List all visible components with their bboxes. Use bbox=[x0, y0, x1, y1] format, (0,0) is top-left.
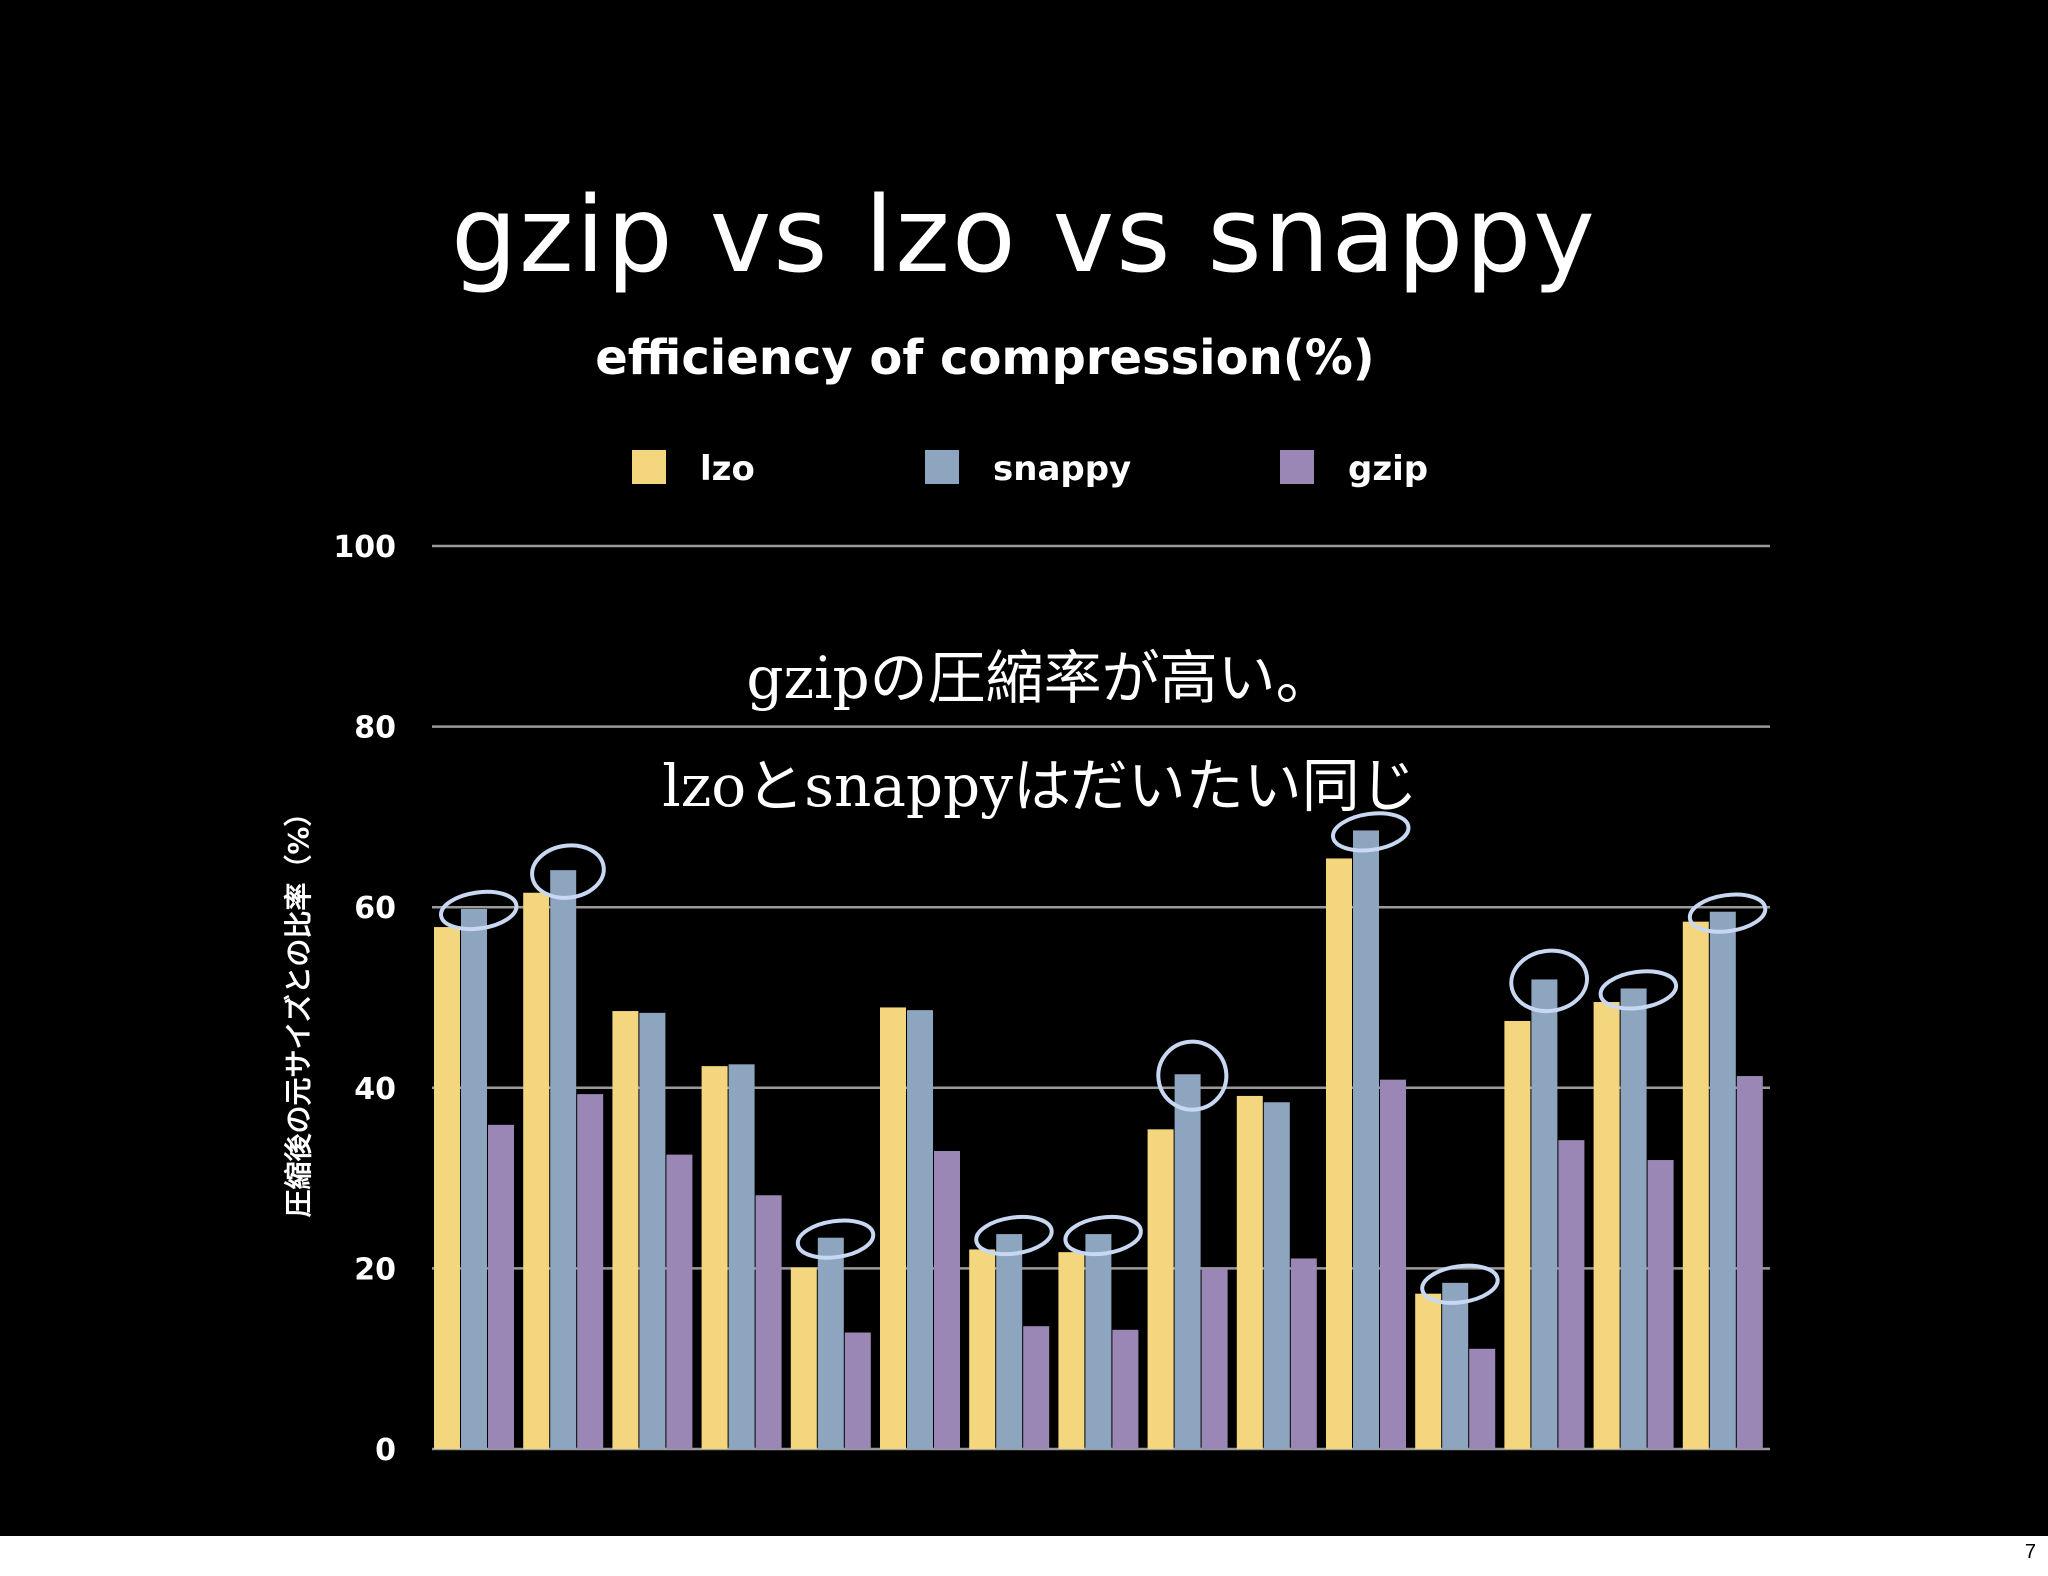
bar-gzip bbox=[755, 1195, 782, 1449]
bar-lzo bbox=[434, 927, 460, 1449]
bar-lzo bbox=[612, 1011, 639, 1449]
bar-lzo bbox=[1682, 921, 1709, 1449]
legend-swatch-gzip bbox=[1280, 450, 1314, 484]
highlight-circle bbox=[1420, 1263, 1500, 1305]
bar-lzo bbox=[1147, 1129, 1174, 1449]
bar-snappy bbox=[1442, 1282, 1469, 1449]
bar-snappy bbox=[1709, 911, 1736, 1449]
highlight-circle bbox=[1509, 948, 1590, 1014]
bar-gzip bbox=[1380, 1079, 1406, 1449]
bar-snappy bbox=[1620, 988, 1647, 1449]
bar-gzip bbox=[488, 1124, 514, 1449]
highlight-circle bbox=[1063, 1214, 1143, 1257]
y-tick-label: 80 bbox=[354, 711, 396, 746]
y-tick-label: 20 bbox=[354, 1252, 396, 1287]
bar-snappy bbox=[1531, 979, 1558, 1449]
bar-lzo bbox=[969, 1249, 996, 1449]
bar-gzip bbox=[1201, 1268, 1228, 1449]
highlight-circle bbox=[1598, 969, 1679, 1011]
annotation-line-1: gzipの圧縮率が高い。 bbox=[746, 644, 1333, 712]
y-axis-label: 圧縮後の元サイズとの比率（%） bbox=[282, 799, 315, 1218]
bar-lzo bbox=[880, 1007, 906, 1449]
bar-snappy bbox=[1174, 1074, 1201, 1449]
bar-gzip bbox=[666, 1154, 693, 1449]
bar-snappy bbox=[817, 1237, 844, 1449]
bar-snappy bbox=[461, 909, 487, 1449]
bar-gzip bbox=[1647, 1160, 1674, 1449]
bar-lzo bbox=[523, 892, 550, 1449]
bar-snappy bbox=[907, 1010, 933, 1449]
bar-lzo bbox=[790, 1267, 817, 1449]
bar-snappy bbox=[1263, 1102, 1290, 1449]
y-tick-label: 0 bbox=[375, 1433, 396, 1468]
chart-title: efficiency of compression(%) bbox=[595, 330, 1374, 386]
bar-snappy bbox=[1085, 1234, 1112, 1449]
y-tick-label: 40 bbox=[354, 1072, 396, 1107]
bar-snappy bbox=[996, 1234, 1023, 1449]
bar-gzip bbox=[577, 1094, 604, 1449]
bar-gzip bbox=[1290, 1258, 1317, 1449]
highlight-circle bbox=[439, 889, 519, 932]
legend-label-lzo: lzo bbox=[700, 449, 755, 489]
y-tick-label: 60 bbox=[354, 891, 396, 926]
legend-label-gzip: gzip bbox=[1348, 449, 1428, 489]
bar-gzip bbox=[934, 1151, 960, 1449]
bar-lzo bbox=[1504, 1020, 1531, 1449]
highlight-circle bbox=[1331, 811, 1411, 853]
bar-snappy bbox=[639, 1012, 666, 1449]
bar-lzo bbox=[1593, 1002, 1620, 1449]
highlight-circle bbox=[974, 1214, 1054, 1257]
highlight-circle bbox=[530, 843, 606, 900]
y-tick-label: 100 bbox=[333, 530, 396, 565]
slide-title: gzip vs lzo vs snappy bbox=[451, 174, 1597, 296]
highlight-circle bbox=[1156, 1039, 1229, 1112]
bar-gzip bbox=[1023, 1326, 1050, 1449]
bar-gzip bbox=[1469, 1348, 1496, 1449]
bar-lzo bbox=[701, 1066, 728, 1449]
legend-label-snappy: snappy bbox=[993, 449, 1131, 489]
highlight-circle bbox=[795, 1218, 876, 1260]
bar-snappy bbox=[728, 1064, 755, 1449]
annotation-line-2: lzoとsnappyはだいたい同じ bbox=[662, 752, 1418, 820]
bar-lzo bbox=[1236, 1095, 1263, 1449]
bar-lzo bbox=[1415, 1293, 1442, 1449]
legend-swatch-lzo bbox=[632, 450, 666, 484]
bar-gzip bbox=[1736, 1076, 1763, 1449]
bar-gzip bbox=[1112, 1329, 1139, 1449]
bar-lzo bbox=[1326, 858, 1352, 1449]
bar-gzip bbox=[1558, 1140, 1585, 1449]
bar-lzo bbox=[1058, 1252, 1085, 1449]
bar-gzip bbox=[844, 1332, 871, 1449]
highlight-circle bbox=[1687, 892, 1768, 934]
legend-swatch-snappy bbox=[925, 450, 959, 484]
bar-snappy bbox=[550, 870, 577, 1449]
page-number: 7 bbox=[2024, 1541, 2036, 1563]
bar-snappy bbox=[1353, 830, 1379, 1449]
